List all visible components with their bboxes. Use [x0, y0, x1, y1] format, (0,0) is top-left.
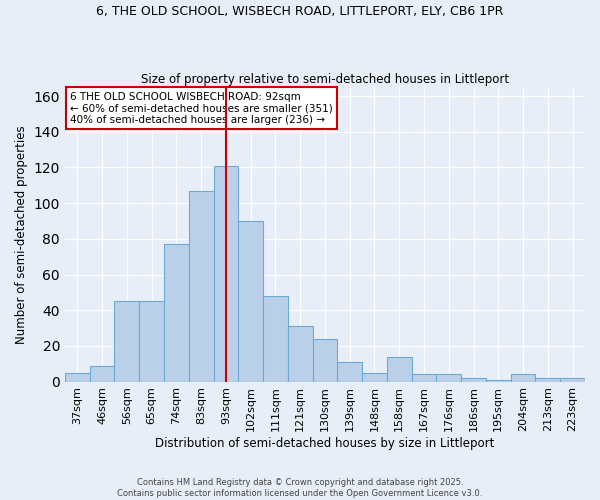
Bar: [560, 378, 585, 382]
X-axis label: Distribution of semi-detached houses by size in Littleport: Distribution of semi-detached houses by …: [155, 437, 494, 450]
Bar: [337, 362, 362, 382]
Bar: [89, 366, 115, 382]
Bar: [139, 302, 164, 382]
Bar: [115, 302, 139, 382]
Bar: [535, 378, 560, 382]
Bar: [189, 190, 214, 382]
Bar: [164, 244, 189, 382]
Text: Contains HM Land Registry data © Crown copyright and database right 2025.
Contai: Contains HM Land Registry data © Crown c…: [118, 478, 482, 498]
Bar: [65, 372, 89, 382]
Bar: [511, 374, 535, 382]
Bar: [214, 166, 238, 382]
Bar: [436, 374, 461, 382]
Text: 6 THE OLD SCHOOL WISBECH ROAD: 92sqm
← 60% of semi-detached houses are smaller (: 6 THE OLD SCHOOL WISBECH ROAD: 92sqm ← 6…: [70, 92, 333, 125]
Bar: [263, 296, 288, 382]
Bar: [313, 339, 337, 382]
Bar: [238, 221, 263, 382]
Bar: [486, 380, 511, 382]
Bar: [461, 378, 486, 382]
Title: Size of property relative to semi-detached houses in Littleport: Size of property relative to semi-detach…: [141, 73, 509, 86]
Bar: [387, 356, 412, 382]
Bar: [288, 326, 313, 382]
Text: 6, THE OLD SCHOOL, WISBECH ROAD, LITTLEPORT, ELY, CB6 1PR: 6, THE OLD SCHOOL, WISBECH ROAD, LITTLEP…: [97, 5, 503, 18]
Bar: [362, 372, 387, 382]
Y-axis label: Number of semi-detached properties: Number of semi-detached properties: [15, 125, 28, 344]
Bar: [412, 374, 436, 382]
